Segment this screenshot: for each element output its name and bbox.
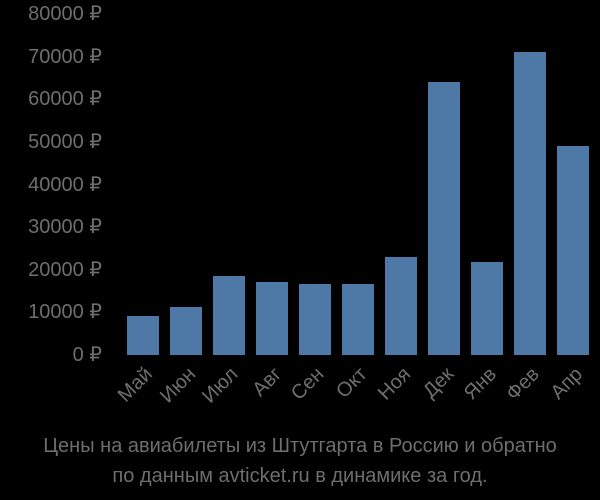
bar-4 [299,283,331,355]
x-tick-label: Окт [332,363,372,403]
y-tick-label: 50000 ₽ [28,130,102,153]
bar-2 [213,276,245,355]
bar-3 [256,282,288,355]
x-tick-label: Авг [248,363,287,401]
x-tick-label: Янв [459,363,501,405]
chart-caption-line-2: по данным avticket.ru в динамике за год. [112,465,488,487]
y-tick-label: 10000 ₽ [28,301,102,324]
bar-10 [557,145,589,355]
bar-9 [514,51,546,355]
bar-8 [471,262,503,355]
y-tick-label: 70000 ₽ [28,45,102,68]
y-tick-label: 0 ₽ [72,344,102,366]
x-tick-label: Фев [502,363,544,405]
bar-7 [428,81,460,355]
bar-5 [342,283,374,355]
x-tick-label: Ноя [373,363,416,405]
y-tick-label: 20000 ₽ [28,258,102,281]
x-tick-label: Июн [156,363,201,408]
x-tick-label: Дек [419,363,459,403]
bar-0 [127,315,159,355]
y-tick-label: 30000 ₽ [28,216,102,239]
x-tick-label: Июл [198,363,243,408]
y-tick-label: 60000 ₽ [28,88,102,111]
x-tick-label: Апр [546,363,588,404]
y-tick-label: 40000 ₽ [28,173,102,196]
x-tick-label: Май [113,363,157,407]
y-tick-label: 80000 ₽ [28,3,102,25]
bar-1 [170,306,202,355]
x-tick-label: Сен [286,363,329,405]
bar-6 [385,256,417,355]
chart-caption-line-1: Цены на авиабилеты из Штутгарта в Россию… [43,435,557,457]
